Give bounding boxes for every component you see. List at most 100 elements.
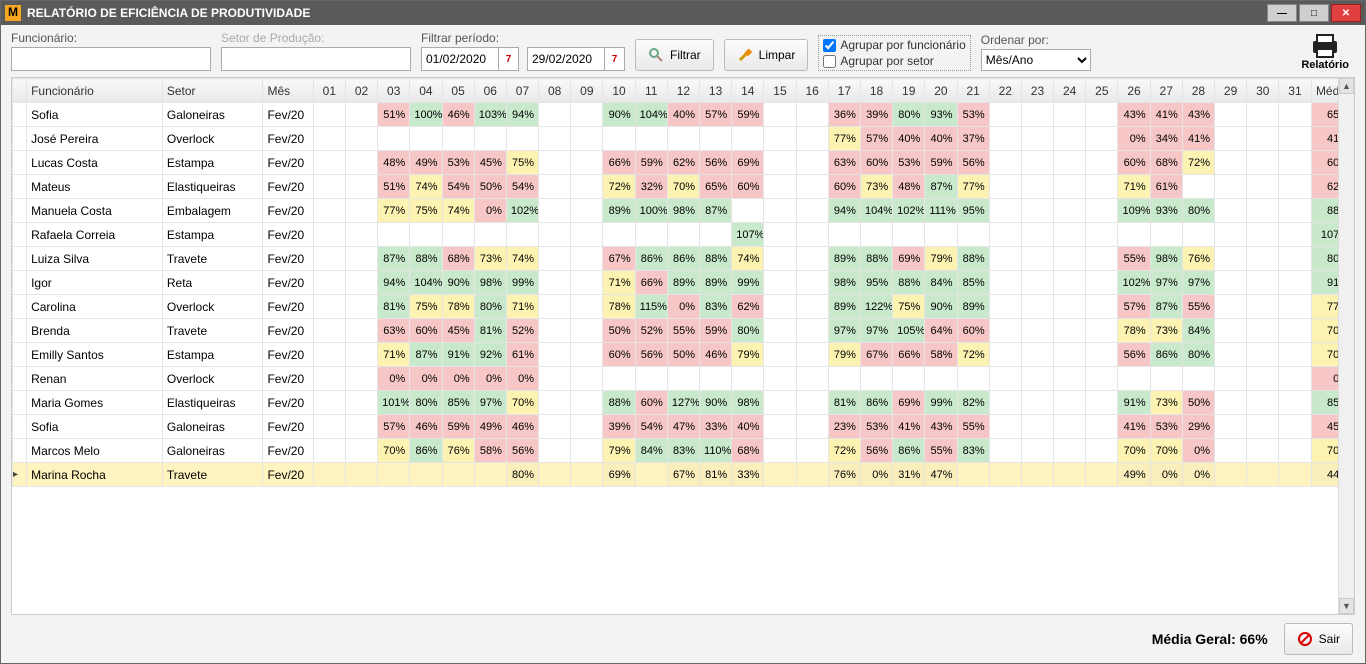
table-row[interactable]: Luiza SilvaTraveteFev/2087%88%68%73%74%6… (13, 247, 1354, 271)
cell-mes: Fev/20 (263, 295, 313, 319)
col-selector[interactable] (13, 79, 27, 103)
col-day-22[interactable]: 22 (989, 79, 1021, 103)
calendar-to-icon[interactable]: 7 (605, 47, 625, 71)
col-day-09[interactable]: 09 (571, 79, 603, 103)
chk-funcionario-row[interactable]: Agrupar por funcionário (823, 38, 965, 52)
cell-day: 109% (1118, 199, 1150, 223)
col-day-02[interactable]: 02 (345, 79, 377, 103)
cell-day: 71% (603, 271, 635, 295)
vertical-scrollbar[interactable]: ▲ ▼ (1338, 78, 1354, 614)
chk-setor[interactable] (823, 55, 836, 68)
cell-day: 60% (410, 319, 442, 343)
col-funcionario[interactable]: Funcionário (27, 79, 163, 103)
cell-day (1054, 439, 1086, 463)
table-row[interactable]: Maria GomesElastiqueirasFev/20101%80%85%… (13, 391, 1354, 415)
col-day-16[interactable]: 16 (796, 79, 828, 103)
table-row[interactable]: ▸Marina RochaTraveteFev/2080%69%67%81%33… (13, 463, 1354, 487)
col-day-12[interactable]: 12 (667, 79, 699, 103)
col-day-23[interactable]: 23 (1021, 79, 1053, 103)
cell-day (1279, 199, 1311, 223)
funcionario-input[interactable] (11, 47, 211, 71)
table-row[interactable]: Lucas CostaEstampaFev/2048%49%53%45%75%6… (13, 151, 1354, 175)
cell-day (442, 127, 474, 151)
cell-day: 51% (378, 175, 410, 199)
col-day-05[interactable]: 05 (442, 79, 474, 103)
cell-day: 43% (925, 415, 957, 439)
col-day-27[interactable]: 27 (1150, 79, 1182, 103)
table-row[interactable]: Marcos MeloGaloneirasFev/2070%86%76%58%5… (13, 439, 1354, 463)
limpar-button[interactable]: Limpar (724, 39, 809, 71)
setor-input[interactable] (221, 47, 411, 71)
col-day-28[interactable]: 28 (1182, 79, 1214, 103)
col-day-20[interactable]: 20 (925, 79, 957, 103)
col-day-14[interactable]: 14 (732, 79, 764, 103)
col-day-17[interactable]: 17 (828, 79, 860, 103)
cell-day: 53% (893, 151, 925, 175)
relatorio-button[interactable]: Relatório (1295, 31, 1355, 71)
table-row[interactable]: BrendaTraveteFev/2063%60%45%81%52%50%52%… (13, 319, 1354, 343)
cell-day: 67% (860, 343, 892, 367)
table-row[interactable]: IgorRetaFev/2094%104%90%98%99%71%66%89%8… (13, 271, 1354, 295)
col-day-26[interactable]: 26 (1118, 79, 1150, 103)
cell-day: 57% (860, 127, 892, 151)
col-day-19[interactable]: 19 (893, 79, 925, 103)
cell-day (1054, 391, 1086, 415)
maximize-button[interactable]: □ (1299, 4, 1329, 22)
table-row[interactable]: José PereiraOverlockFev/2077%57%40%40%37… (13, 127, 1354, 151)
table-row[interactable]: MateusElastiqueirasFev/2051%74%54%50%54%… (13, 175, 1354, 199)
col-day-29[interactable]: 29 (1215, 79, 1247, 103)
cell-day (571, 343, 603, 367)
scroll-track[interactable] (1339, 94, 1354, 598)
col-day-08[interactable]: 08 (539, 79, 571, 103)
col-day-03[interactable]: 03 (378, 79, 410, 103)
cell-day: 94% (378, 271, 410, 295)
cell-day (313, 223, 345, 247)
scroll-up-arrow[interactable]: ▲ (1339, 78, 1354, 94)
date-from-input[interactable] (421, 47, 499, 71)
sair-button[interactable]: Sair (1284, 623, 1353, 655)
minimize-button[interactable]: — (1267, 4, 1297, 22)
cell-day (571, 415, 603, 439)
col-day-21[interactable]: 21 (957, 79, 989, 103)
cell-day: 60% (957, 319, 989, 343)
table-row[interactable]: SofiaGaloneirasFev/2051%100%46%103%94%90… (13, 103, 1354, 127)
col-day-06[interactable]: 06 (474, 79, 506, 103)
table-row[interactable]: Emilly SantosEstampaFev/2071%87%91%92%61… (13, 343, 1354, 367)
table-row[interactable]: Manuela CostaEmbalagemFev/2077%75%74%0%1… (13, 199, 1354, 223)
date-to-input[interactable] (527, 47, 605, 71)
filtrar-button[interactable]: Filtrar (635, 39, 714, 71)
col-day-31[interactable]: 31 (1279, 79, 1311, 103)
col-mes[interactable]: Mês (263, 79, 313, 103)
cell-day (1215, 247, 1247, 271)
col-day-30[interactable]: 30 (1247, 79, 1279, 103)
col-day-11[interactable]: 11 (635, 79, 667, 103)
cell-day: 89% (700, 271, 732, 295)
col-day-24[interactable]: 24 (1054, 79, 1086, 103)
chk-funcionario[interactable] (823, 39, 836, 52)
table-row[interactable]: Rafaela CorreiaEstampaFev/20107%107% (13, 223, 1354, 247)
col-day-18[interactable]: 18 (860, 79, 892, 103)
setor-label: Setor de Produção: (221, 31, 411, 45)
chk-setor-row[interactable]: Agrupar por setor (823, 54, 965, 68)
col-day-10[interactable]: 10 (603, 79, 635, 103)
cell-day: 78% (603, 295, 635, 319)
scroll-down-arrow[interactable]: ▼ (1339, 598, 1354, 614)
cell-day (571, 295, 603, 319)
col-day-15[interactable]: 15 (764, 79, 796, 103)
table-row[interactable]: RenanOverlockFev/200%0%0%0%0%0% (13, 367, 1354, 391)
cell-day: 54% (506, 175, 538, 199)
close-button[interactable]: ✕ (1331, 4, 1361, 22)
col-day-13[interactable]: 13 (700, 79, 732, 103)
col-day-25[interactable]: 25 (1086, 79, 1118, 103)
col-day-04[interactable]: 04 (410, 79, 442, 103)
ordenar-select[interactable]: Mês/Ano (981, 49, 1091, 71)
calendar-from-icon[interactable]: 7 (499, 47, 519, 71)
cell-day: 88% (603, 391, 635, 415)
cell-day (1215, 103, 1247, 127)
col-day-01[interactable]: 01 (313, 79, 345, 103)
cell-day (796, 391, 828, 415)
col-day-07[interactable]: 07 (506, 79, 538, 103)
col-setor[interactable]: Setor (162, 79, 263, 103)
table-row[interactable]: CarolinaOverlockFev/2081%75%78%80%71%78%… (13, 295, 1354, 319)
table-row[interactable]: SofiaGaloneirasFev/2057%46%59%49%46%39%5… (13, 415, 1354, 439)
